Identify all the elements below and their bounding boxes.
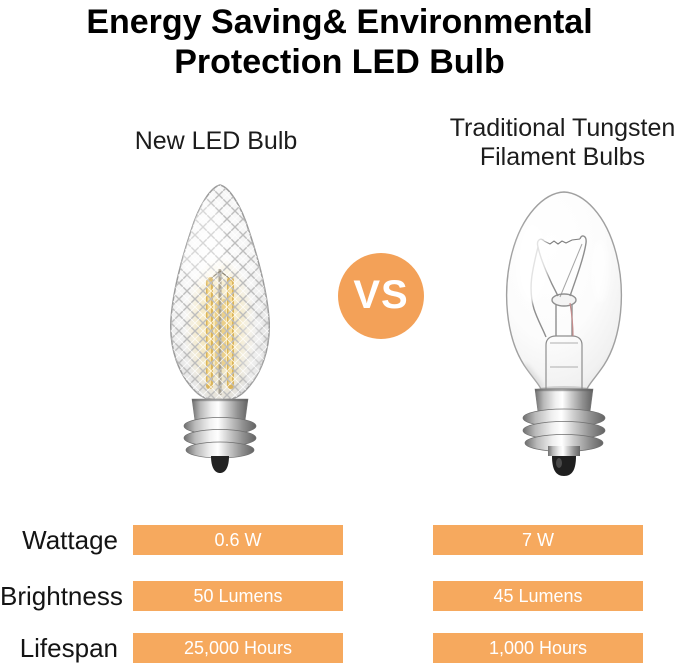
traditional-brightness-value: 45 Lumens bbox=[433, 581, 643, 611]
tungsten-bulb-image bbox=[505, 191, 623, 476]
led-bulb-image bbox=[169, 184, 271, 473]
traditional-lifespan-value: 1,000 Hours bbox=[433, 633, 643, 663]
row-label-lifespan: Lifespan bbox=[19, 633, 118, 663]
vs-label: VS bbox=[353, 272, 409, 317]
led-lifespan-value: 25,000 Hours bbox=[133, 633, 343, 663]
page-title-line2: Protection LED Bulb bbox=[174, 43, 505, 81]
page-title: Energy Saving& Environmental Protection L… bbox=[0, 2, 679, 82]
led-wattage-value: 0.6 W bbox=[133, 525, 343, 555]
traditional-column-header: Traditional Tungsten Filament Bulbs bbox=[449, 114, 676, 171]
page-title-line1: Energy Saving& Environmental bbox=[86, 3, 593, 41]
led-column-header: New LED Bulb bbox=[134, 127, 298, 155]
row-label-brightness: Brightness bbox=[0, 581, 123, 611]
traditional-wattage-value: 7 W bbox=[433, 525, 643, 555]
led-brightness-value: 50 Lumens bbox=[133, 581, 343, 611]
row-label-wattage: Wattage bbox=[22, 525, 118, 555]
vs-badge: VS bbox=[338, 253, 424, 339]
